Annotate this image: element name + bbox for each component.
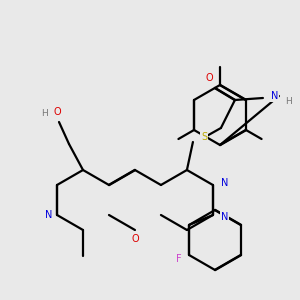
Text: N: N <box>45 210 53 220</box>
Text: H: H <box>42 110 48 118</box>
Text: N: N <box>271 91 278 101</box>
Text: N: N <box>221 178 228 188</box>
Text: H: H <box>285 98 292 106</box>
Text: O: O <box>131 234 139 244</box>
Text: O: O <box>53 107 61 117</box>
Text: N: N <box>221 212 228 222</box>
Text: O: O <box>205 73 213 83</box>
Text: S: S <box>201 132 207 142</box>
Text: F: F <box>176 254 182 264</box>
